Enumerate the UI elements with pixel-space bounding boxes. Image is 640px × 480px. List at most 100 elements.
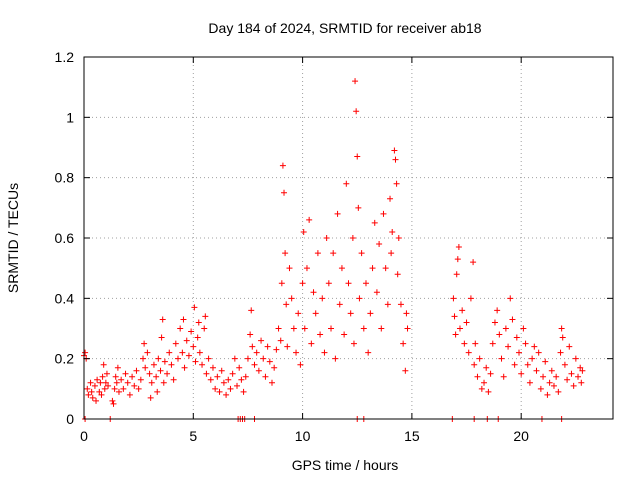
data-point <box>362 280 369 287</box>
data-point <box>266 358 273 365</box>
data-point <box>191 304 198 311</box>
data-point <box>286 265 293 272</box>
data-point <box>378 325 385 332</box>
data-point <box>277 337 284 344</box>
data-point <box>101 385 108 392</box>
data-point <box>164 370 171 377</box>
data-point <box>371 219 378 226</box>
y-tick-label: 1 <box>66 109 74 125</box>
data-point <box>529 355 536 362</box>
data-point <box>511 361 518 368</box>
data-point <box>100 361 107 368</box>
data-point <box>319 295 326 302</box>
data-point <box>531 343 538 350</box>
y-tick-label: 0.4 <box>55 290 75 306</box>
data-point <box>465 349 472 356</box>
data-point <box>476 355 483 362</box>
data-point <box>109 397 116 404</box>
data-point <box>91 382 98 389</box>
data-point <box>284 343 291 350</box>
data-point <box>459 307 466 314</box>
data-point <box>558 325 565 332</box>
data-point <box>345 280 352 287</box>
data-point <box>159 316 166 323</box>
data-point <box>124 379 131 386</box>
data-point <box>391 147 398 154</box>
data-point <box>137 376 144 383</box>
data-point <box>278 280 285 287</box>
data-point <box>203 370 210 377</box>
x-axis-label: GPS time / hours <box>292 457 399 473</box>
x-tick-label: 5 <box>189 428 197 444</box>
data-point <box>166 349 173 356</box>
data-point <box>214 373 221 380</box>
data-point <box>334 210 341 217</box>
data-point <box>273 346 280 353</box>
data-point <box>282 250 289 257</box>
data-point <box>557 349 564 356</box>
data-point <box>394 271 401 278</box>
data-point <box>463 319 470 326</box>
data-point <box>524 361 531 368</box>
data-point <box>253 349 260 356</box>
data-point <box>172 340 179 347</box>
data-point <box>578 379 585 386</box>
data-point <box>467 295 474 302</box>
data-point <box>404 325 411 332</box>
data-point <box>131 382 138 389</box>
data-point <box>516 349 523 356</box>
data-point <box>147 394 154 401</box>
data-point <box>387 195 394 202</box>
data-point <box>388 250 395 257</box>
data-point <box>382 265 389 272</box>
data-point <box>229 370 236 377</box>
data-point <box>513 334 520 341</box>
data-point <box>93 397 100 404</box>
data-point <box>179 349 186 356</box>
data-point <box>452 331 459 338</box>
data-point <box>321 349 328 356</box>
data-point <box>518 370 525 377</box>
data-point <box>133 367 140 374</box>
data-point <box>369 265 376 272</box>
data-point <box>297 361 304 368</box>
data-point <box>288 295 295 302</box>
data-point <box>177 325 184 332</box>
data-point <box>157 367 164 374</box>
data-point <box>290 325 297 332</box>
x-tick-label: 20 <box>513 428 529 444</box>
data-point <box>553 373 560 380</box>
data-point <box>97 379 104 386</box>
data-point <box>281 189 288 196</box>
data-point <box>356 295 363 302</box>
data-point <box>199 361 206 368</box>
data-point <box>500 373 507 380</box>
data-point <box>564 376 571 383</box>
data-point <box>225 376 232 383</box>
data-point <box>355 204 362 211</box>
data-point <box>258 337 265 344</box>
data-point <box>170 376 177 383</box>
data-point <box>150 361 157 368</box>
data-point <box>220 379 227 386</box>
data-point <box>575 373 582 380</box>
y-tick-label: 0 <box>66 411 74 427</box>
data-point <box>158 334 165 341</box>
data-point <box>110 400 117 407</box>
data-point <box>314 250 321 257</box>
data-point <box>268 379 275 386</box>
data-point <box>502 325 509 332</box>
data-point <box>498 355 505 362</box>
data-point <box>352 78 359 85</box>
data-point <box>196 349 203 356</box>
data-point <box>240 388 247 395</box>
data-point <box>481 379 488 386</box>
data-point <box>236 364 243 371</box>
data-point <box>303 265 310 272</box>
data-point <box>144 349 151 356</box>
data-point <box>102 379 109 386</box>
data-point <box>141 340 148 347</box>
data-point <box>487 370 494 377</box>
data-point <box>376 241 383 248</box>
